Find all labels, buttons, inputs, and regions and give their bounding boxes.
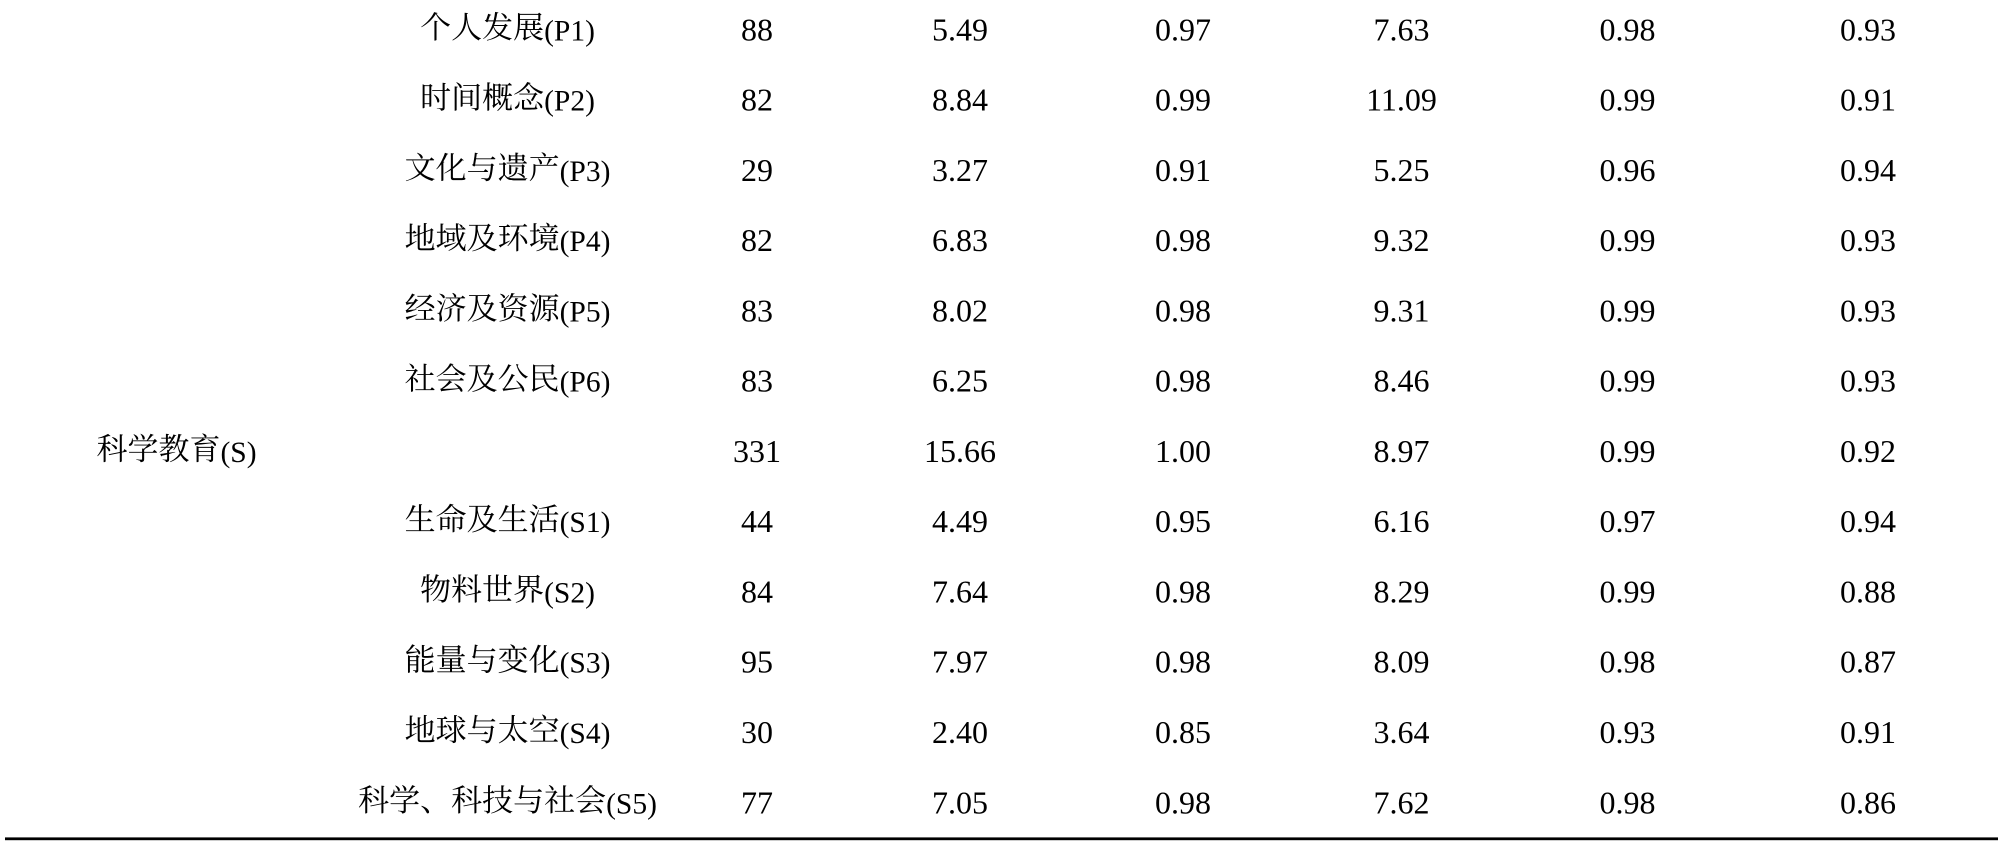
svg-text:0.92: 0.92 [1840, 433, 1896, 469]
svg-text:7.05: 7.05 [932, 784, 988, 820]
svg-text:0.93: 0.93 [1840, 292, 1896, 328]
svg-text:331: 331 [733, 433, 781, 469]
svg-text:(P5): (P5) [560, 296, 611, 328]
svg-text:0.98: 0.98 [1600, 784, 1656, 820]
svg-text:95: 95 [741, 644, 773, 680]
svg-text:(S1): (S1) [560, 507, 611, 539]
svg-text:(P4): (P4) [560, 226, 611, 258]
svg-text:0.98: 0.98 [1600, 644, 1656, 680]
svg-text:7.64: 7.64 [932, 573, 988, 609]
svg-text:88: 88 [741, 11, 773, 47]
svg-text:83: 83 [741, 292, 773, 328]
svg-text:7.62: 7.62 [1374, 784, 1430, 820]
svg-text:8.02: 8.02 [932, 292, 988, 328]
svg-text:(P2): (P2) [544, 86, 595, 118]
svg-text:(S3): (S3) [560, 648, 611, 680]
svg-text:30: 30 [741, 714, 773, 750]
svg-text:0.94: 0.94 [1840, 152, 1896, 188]
svg-text:6.16: 6.16 [1374, 503, 1430, 539]
svg-text:4.49: 4.49 [932, 503, 988, 539]
svg-text:0.91: 0.91 [1840, 714, 1896, 750]
svg-text:82: 82 [741, 222, 773, 258]
svg-text:0.91: 0.91 [1840, 82, 1896, 118]
svg-text:(S): (S) [220, 437, 256, 469]
svg-text:9.32: 9.32 [1374, 222, 1430, 258]
svg-text:0.98: 0.98 [1155, 573, 1211, 609]
svg-text:84: 84 [741, 573, 773, 609]
svg-text:0.91: 0.91 [1155, 152, 1211, 188]
svg-text:0.98: 0.98 [1155, 222, 1211, 258]
svg-text:0.87: 0.87 [1840, 644, 1896, 680]
svg-text:77: 77 [741, 784, 773, 820]
svg-text:0.93: 0.93 [1840, 11, 1896, 47]
svg-text:8.29: 8.29 [1374, 573, 1430, 609]
svg-text:6.25: 6.25 [932, 363, 988, 399]
svg-text:(S2): (S2) [544, 577, 595, 609]
svg-text:3.64: 3.64 [1374, 714, 1430, 750]
svg-text:7.97: 7.97 [932, 644, 988, 680]
svg-text:82: 82 [741, 82, 773, 118]
svg-text:0.93: 0.93 [1840, 363, 1896, 399]
svg-text:0.94: 0.94 [1840, 503, 1896, 539]
svg-text:29: 29 [741, 152, 773, 188]
svg-text:0.99: 0.99 [1600, 363, 1656, 399]
svg-text:(P1): (P1) [544, 15, 595, 47]
svg-text:(S5): (S5) [606, 788, 657, 820]
svg-text:1.00: 1.00 [1155, 433, 1211, 469]
svg-text:83: 83 [741, 363, 773, 399]
svg-text:0.98: 0.98 [1155, 363, 1211, 399]
svg-text:8.84: 8.84 [932, 82, 988, 118]
svg-text:0.98: 0.98 [1155, 644, 1211, 680]
svg-text:0.85: 0.85 [1155, 714, 1211, 750]
svg-text:0.98: 0.98 [1600, 11, 1656, 47]
svg-text:0.93: 0.93 [1840, 222, 1896, 258]
svg-text:7.63: 7.63 [1374, 11, 1430, 47]
svg-text:0.98: 0.98 [1155, 292, 1211, 328]
svg-text:0.96: 0.96 [1600, 152, 1656, 188]
svg-text:11.09: 11.09 [1366, 82, 1437, 118]
svg-text:0.93: 0.93 [1600, 714, 1656, 750]
svg-text:0.97: 0.97 [1600, 503, 1656, 539]
svg-text:0.99: 0.99 [1600, 222, 1656, 258]
svg-text:44: 44 [741, 503, 773, 539]
svg-text:0.98: 0.98 [1155, 784, 1211, 820]
svg-text:0.88: 0.88 [1840, 573, 1896, 609]
svg-text:0.95: 0.95 [1155, 503, 1211, 539]
svg-text:0.99: 0.99 [1600, 82, 1656, 118]
svg-text:0.86: 0.86 [1840, 784, 1896, 820]
svg-text:5.25: 5.25 [1374, 152, 1430, 188]
svg-text:6.83: 6.83 [932, 222, 988, 258]
svg-text:5.49: 5.49 [932, 11, 988, 47]
svg-text:0.99: 0.99 [1600, 573, 1656, 609]
svg-text:(S4): (S4) [560, 718, 611, 750]
svg-text:8.09: 8.09 [1374, 644, 1430, 680]
svg-text:15.66: 15.66 [924, 433, 996, 469]
svg-text:2.40: 2.40 [932, 714, 988, 750]
svg-text:0.99: 0.99 [1600, 433, 1656, 469]
svg-text:9.31: 9.31 [1374, 292, 1430, 328]
svg-text:(P3): (P3) [560, 156, 611, 188]
svg-text:(P6): (P6) [560, 367, 611, 399]
svg-text:0.97: 0.97 [1155, 11, 1211, 47]
svg-text:8.46: 8.46 [1374, 363, 1430, 399]
svg-text:8.97: 8.97 [1374, 433, 1430, 469]
svg-text:0.99: 0.99 [1155, 82, 1211, 118]
svg-text:0.99: 0.99 [1600, 292, 1656, 328]
svg-text:3.27: 3.27 [932, 152, 988, 188]
